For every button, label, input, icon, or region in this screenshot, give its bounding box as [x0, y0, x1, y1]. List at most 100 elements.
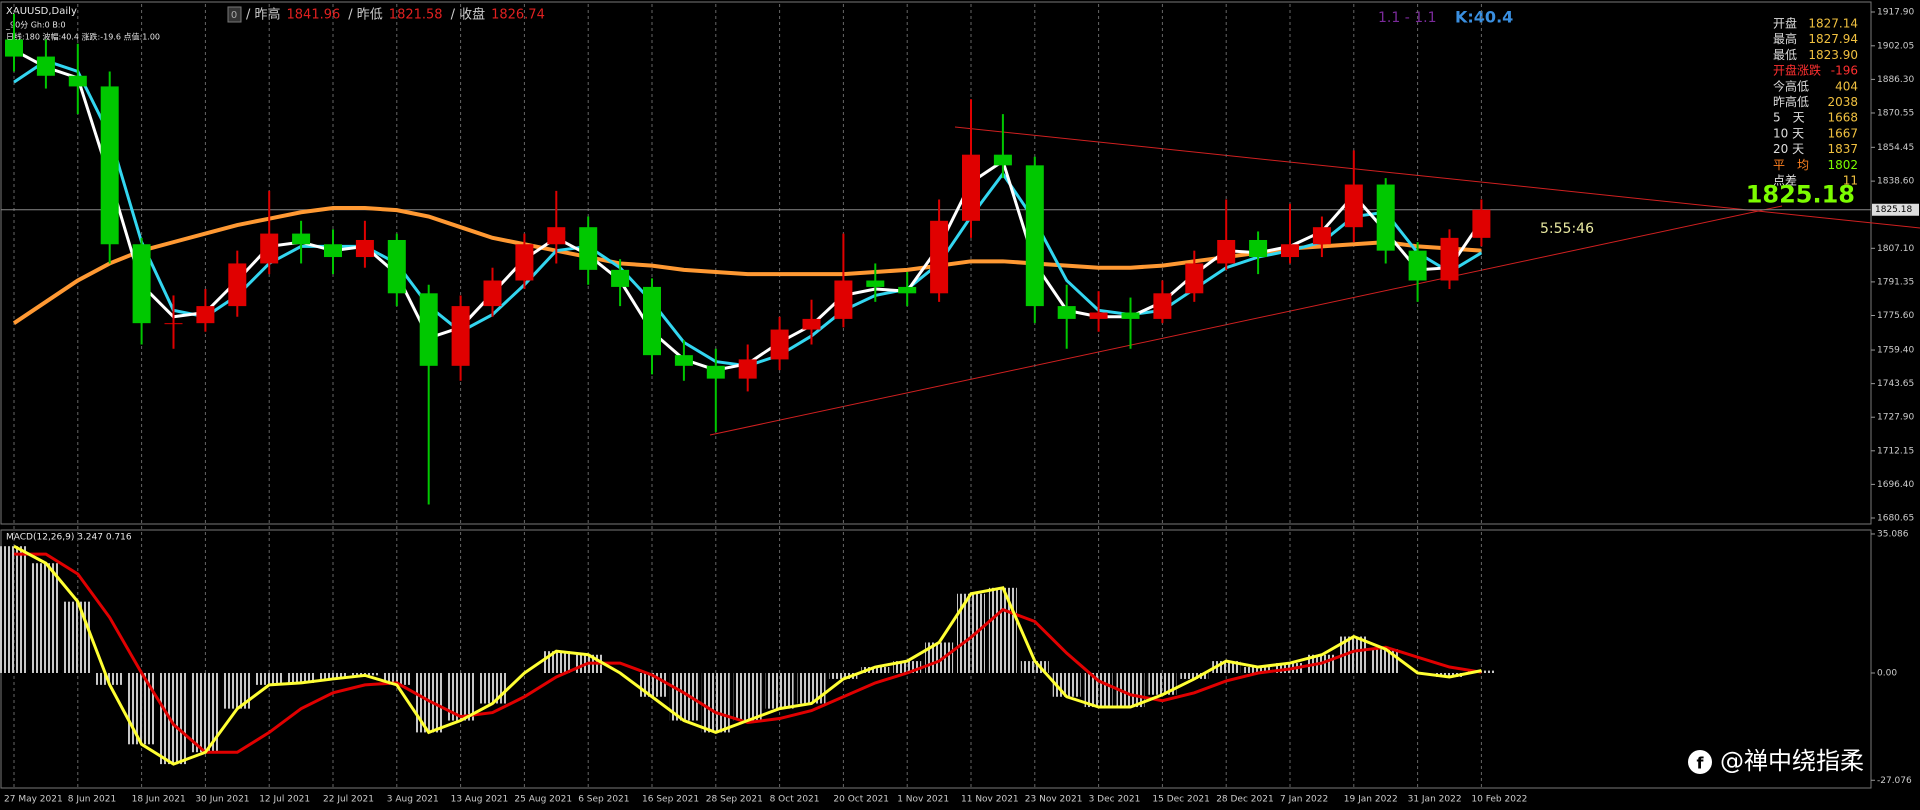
- x-tick-label: 27 May 2021: [4, 795, 63, 805]
- info-label: 开盘: [1773, 16, 1797, 31]
- y-tick-label: 1680.65: [1877, 513, 1914, 523]
- macd-bar: [1371, 649, 1400, 673]
- x-tick-label: 16 Sep 2021: [642, 795, 699, 805]
- candle-body: [643, 286, 661, 356]
- macd-bar: [31, 563, 60, 673]
- timer: 5:55:46: [1540, 221, 1594, 237]
- candle-body: [228, 263, 247, 307]
- x-tick-label: 28 Dec 2021: [1216, 795, 1274, 805]
- y-tick-label: 0.00: [1877, 668, 1897, 678]
- info-value: 1827.94: [1808, 32, 1858, 46]
- y-tick-label: 1743.65: [1877, 379, 1914, 389]
- candle-body: [292, 233, 311, 245]
- macd-bar: [988, 587, 1017, 673]
- info-label: 最高: [1773, 31, 1797, 46]
- macd-bar: [893, 661, 922, 673]
- candle-body: [483, 280, 502, 307]
- info-value: 1827.14: [1808, 17, 1858, 31]
- x-tick-label: 31 Jan 2022: [1408, 795, 1462, 805]
- macd-bar: [701, 672, 730, 733]
- info-label: 5 天: [1773, 111, 1805, 125]
- macd-bar: [1435, 672, 1464, 677]
- y-tick-label: 1838.60: [1877, 177, 1914, 187]
- info-value: -196: [1831, 64, 1858, 78]
- info-value: 1823.90: [1808, 48, 1858, 62]
- x-tick-label: 13 Aug 2021: [451, 795, 509, 805]
- y-tick-label: 1791.35: [1877, 277, 1914, 287]
- info-label: 开盘涨跌: [1773, 63, 1821, 78]
- x-tick-label: 28 Sep 2021: [706, 795, 763, 805]
- topbar-label: / 昨低: [348, 8, 383, 23]
- candle-body: [1376, 184, 1395, 251]
- macd-bar: [733, 672, 762, 721]
- topbar-label: / 收盘: [451, 7, 486, 23]
- macd-bar: [0, 546, 28, 673]
- indicator-line: [13, 544, 1482, 766]
- macd-bar: [63, 601, 92, 673]
- x-tick-label: 1 Nov 2021: [897, 795, 949, 805]
- x-tick-label: 8 Jun 2021: [68, 795, 116, 805]
- y-tick-label: 1854.45: [1877, 143, 1914, 153]
- macd-bar: [957, 593, 985, 673]
- x-tick-label: 7 Jan 2022: [1280, 795, 1328, 805]
- current-price-big: 1825.18: [1746, 181, 1855, 209]
- candle-body: [579, 227, 598, 270]
- y-tick-label: -27.076: [1877, 776, 1912, 786]
- candle-body: [1281, 244, 1299, 258]
- candle-body: [515, 244, 534, 281]
- macd-bar: [1180, 672, 1209, 679]
- symbol: XAUUSD,Daily: [6, 6, 77, 17]
- topbar-label: / 昨高: [246, 7, 281, 23]
- box-label: 0: [231, 10, 237, 21]
- trendline-lower: [709, 205, 1783, 436]
- info-label: 平 均: [1773, 158, 1809, 172]
- x-tick-label: 18 Jun 2021: [132, 795, 186, 805]
- macd-title: MACD(12,26,9) 3.247 0.716: [6, 533, 132, 543]
- candle-body: [547, 227, 566, 245]
- x-tick-label: 15 Dec 2021: [1152, 795, 1210, 805]
- candle-body: [132, 244, 151, 324]
- x-tick-label: 8 Oct 2021: [770, 795, 820, 805]
- candle-body: [834, 280, 853, 319]
- x-tick-label: 10 Feb 2022: [1471, 795, 1527, 805]
- candle-body: [1344, 184, 1363, 228]
- macd-bar: [797, 672, 826, 704]
- x-tick-label: 20 Oct 2021: [833, 795, 889, 805]
- info-label: 今高低: [1773, 78, 1809, 93]
- macd-bar: [765, 672, 794, 709]
- x-tick-label: 12 Jul 2021: [259, 795, 310, 805]
- x-tick-label: 23 Nov 2021: [1025, 795, 1083, 805]
- current-price-tag: 1825.18: [1875, 205, 1912, 215]
- facebook-icon: [1688, 750, 1712, 774]
- x-tick-label: 3 Aug 2021: [387, 795, 439, 805]
- k-value: K:40.4: [1455, 8, 1513, 27]
- info-value: 1837: [1827, 142, 1858, 156]
- macd-bar: [287, 672, 316, 683]
- x-tick-label: 22 Jul 2021: [323, 795, 374, 805]
- candle-body: [1153, 293, 1172, 319]
- candle-body: [5, 39, 23, 57]
- macd-bar: [861, 667, 890, 673]
- x-tick-label: 25 Aug 2021: [514, 795, 572, 805]
- y-tick-label: 1759.40: [1877, 346, 1914, 356]
- x-tick-label: 3 Dec 2021: [1089, 795, 1141, 805]
- info-label: 最低: [1773, 48, 1797, 62]
- candle-body: [1249, 239, 1268, 258]
- info-value: 1668: [1827, 111, 1858, 125]
- candle-body: [196, 306, 215, 324]
- watermark: @禅中绕指柔: [1720, 747, 1864, 775]
- header-line: 日线:180 波幅:40.4 涨跌:-19.6 点值:1.00: [6, 32, 160, 42]
- macd-bar: [1212, 661, 1241, 673]
- macd-bar: [159, 672, 188, 765]
- macd-bar: [1084, 672, 1113, 708]
- header-line: _90分 Gh:0 B:0: [5, 21, 66, 30]
- candle-body: [100, 86, 119, 245]
- candle-body: [1440, 237, 1459, 281]
- y-tick-label: 35.086: [1877, 529, 1909, 539]
- candle-body: [451, 306, 470, 366]
- macd-bar: [542, 651, 571, 673]
- candle-body: [36, 56, 55, 76]
- candle-body: [164, 323, 183, 325]
- candle-body: [324, 244, 342, 258]
